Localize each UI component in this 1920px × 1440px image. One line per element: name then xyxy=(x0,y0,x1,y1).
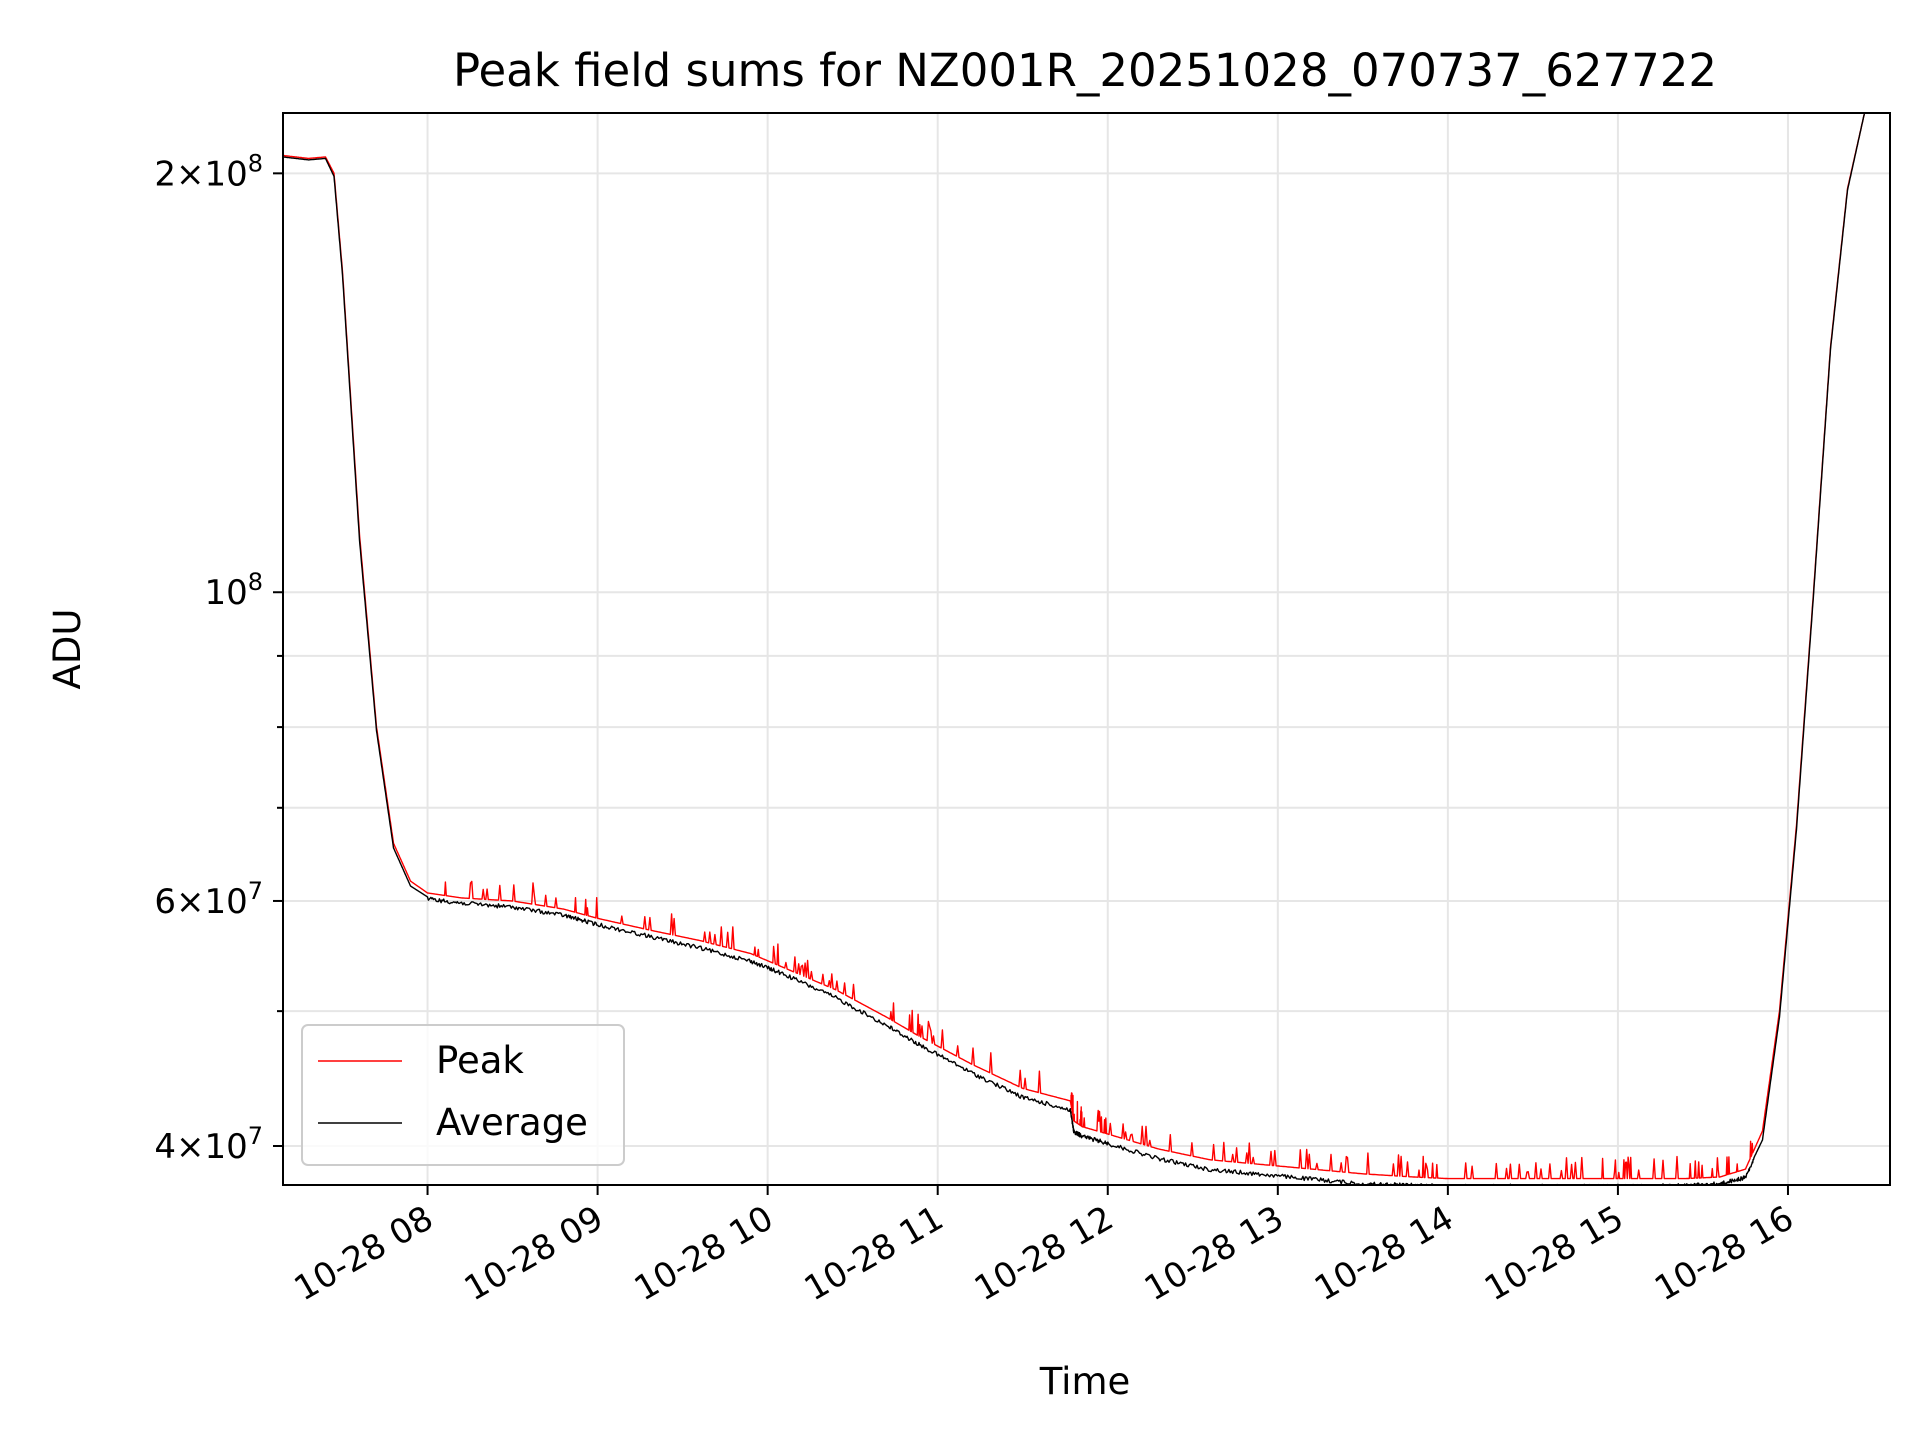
y-tick-label: 6×107 xyxy=(154,877,263,922)
legend-peak-label: Peak xyxy=(436,1039,524,1082)
series-layer xyxy=(283,113,1890,1185)
plot-frame xyxy=(282,112,1891,1186)
y-tick-label: 108 xyxy=(204,568,263,613)
y-tick-label: 4×107 xyxy=(154,1122,263,1167)
chart-title: Peak field sums for NZ001R_20251028_0707… xyxy=(453,44,1717,97)
legend: Peak Average xyxy=(301,1024,625,1166)
x-axis-label: Time xyxy=(1039,1360,1131,1403)
series-line-peak xyxy=(283,113,1890,1180)
grid xyxy=(283,113,1890,1185)
y-axis-ticks: 4×107 6×107 108 2×108 xyxy=(154,149,283,1167)
legend-box xyxy=(301,1024,625,1166)
y-axis-label: ADU xyxy=(46,609,89,690)
legend-average-label: Average xyxy=(436,1101,588,1144)
series-line-average xyxy=(283,113,1890,1185)
y-tick-label: 2×108 xyxy=(154,149,263,194)
